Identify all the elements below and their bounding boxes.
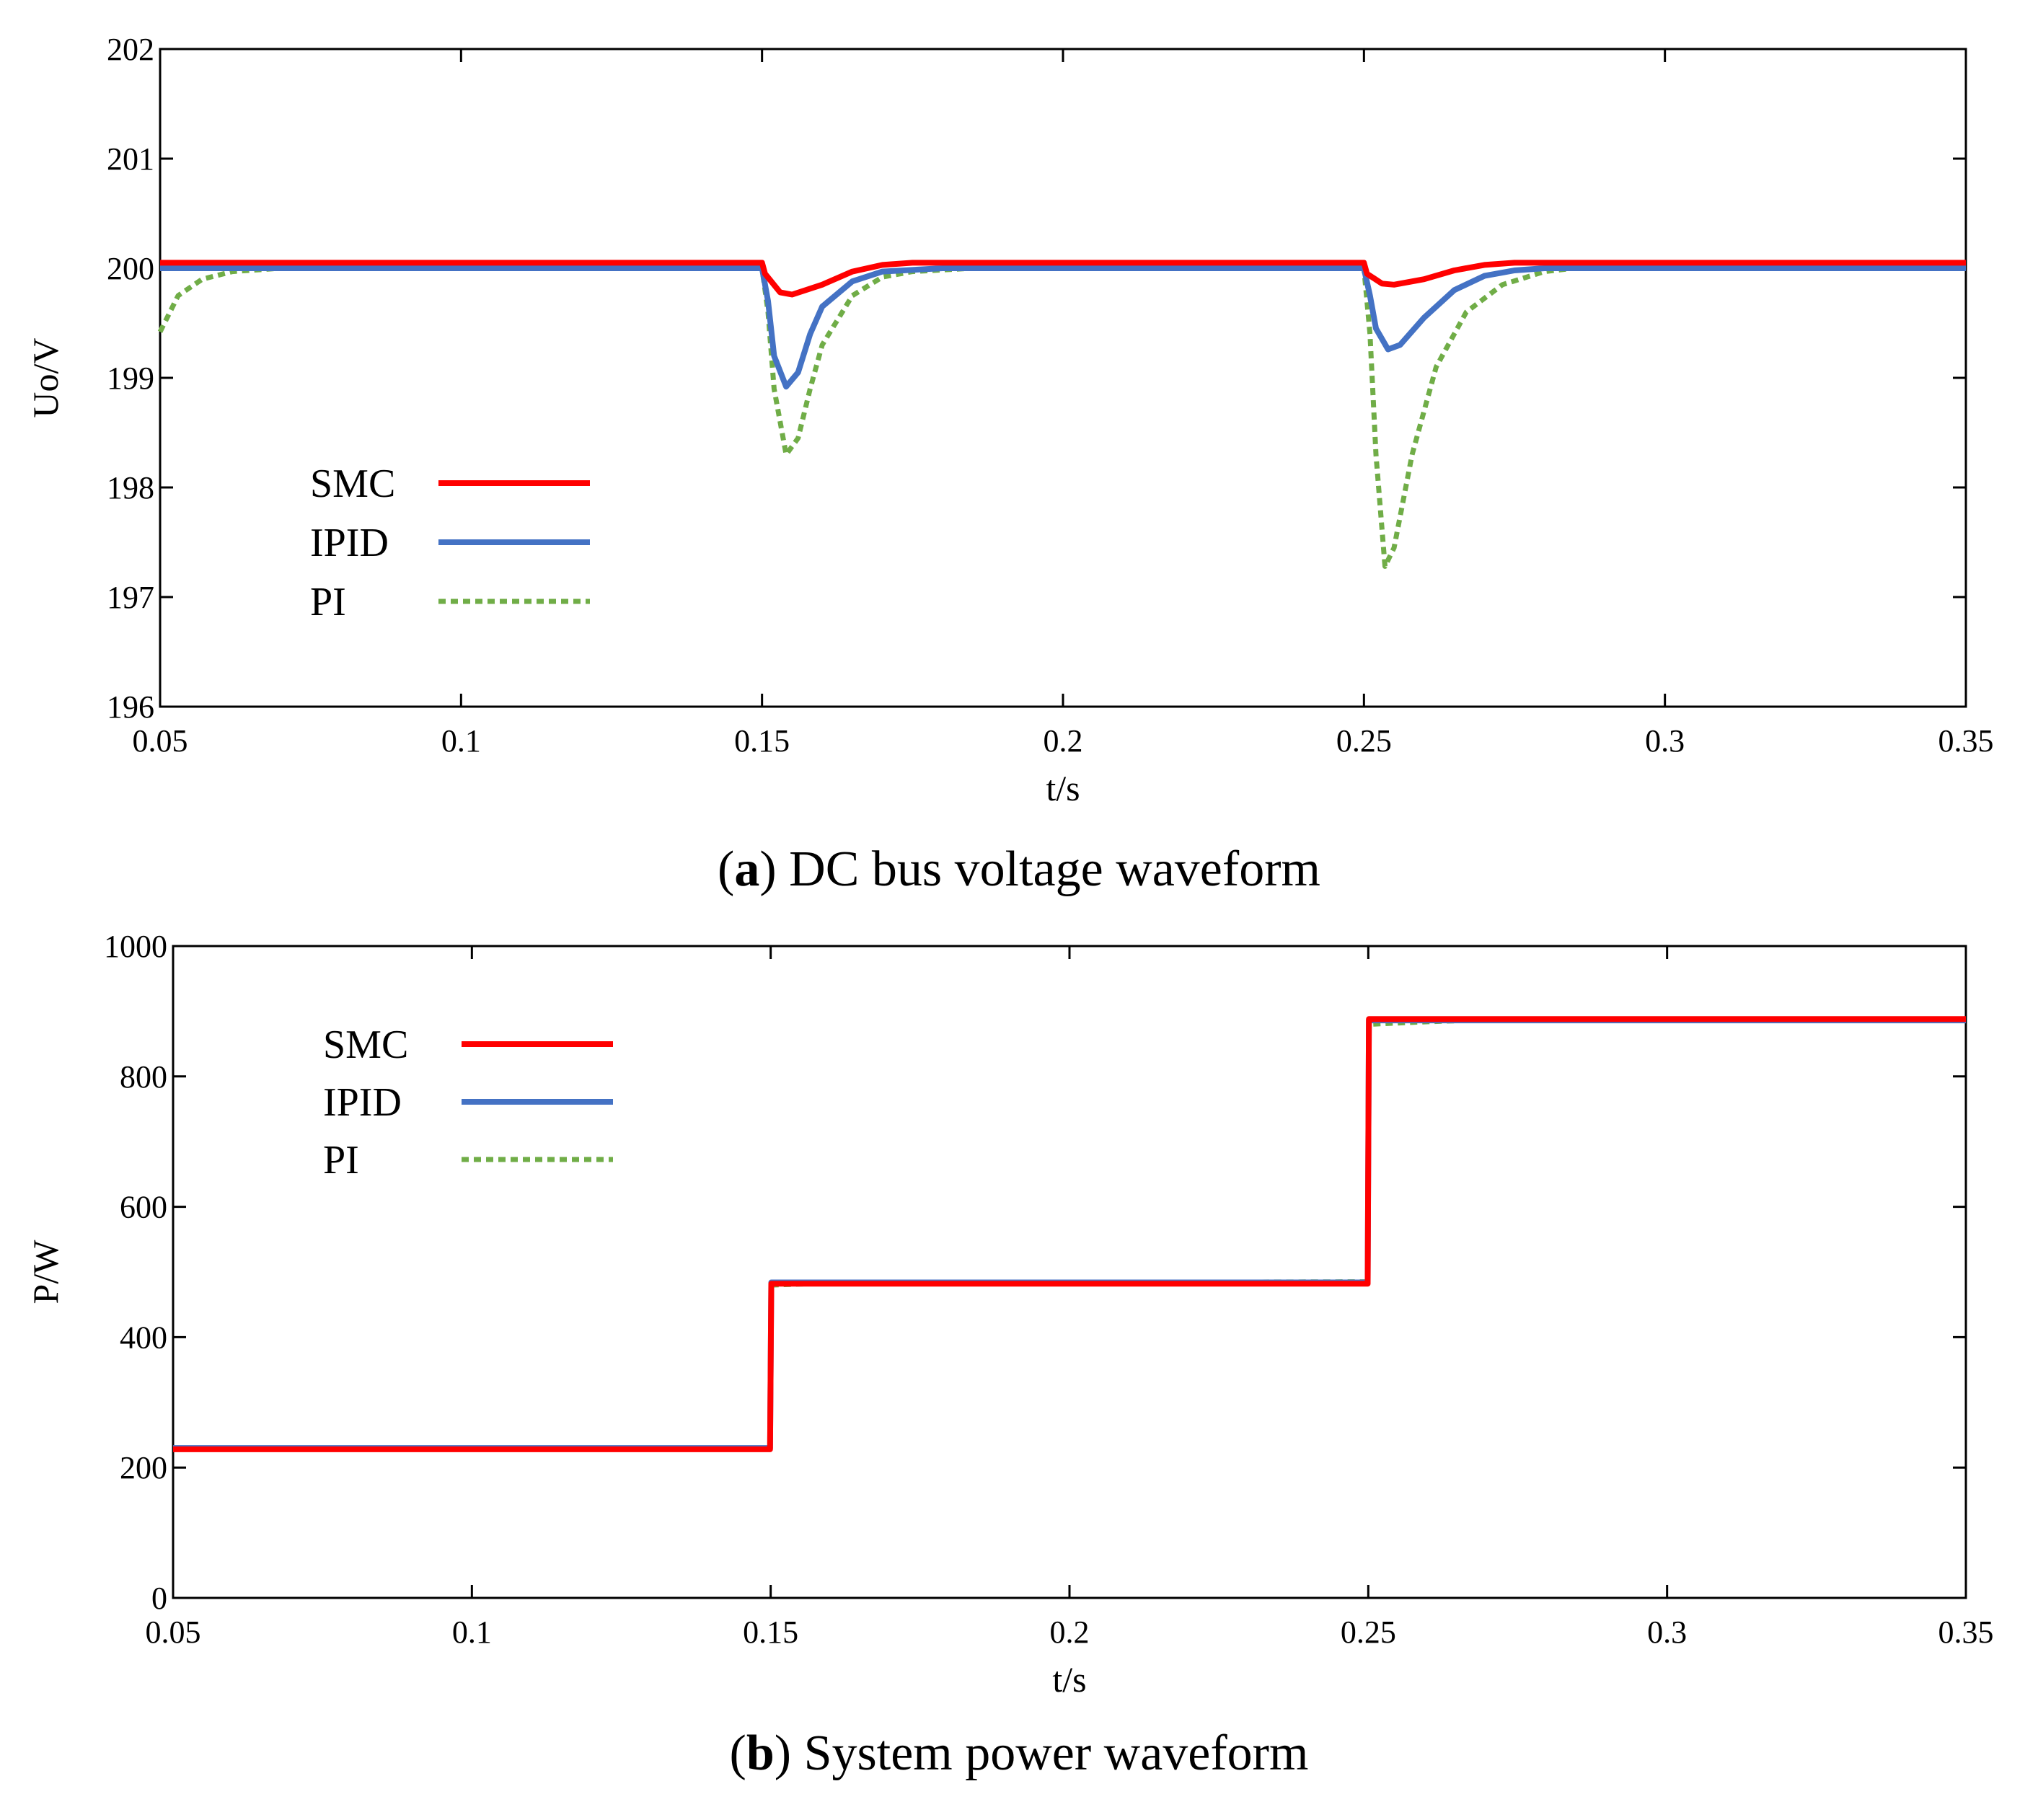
- x-axis-label: t/s: [1046, 768, 1080, 808]
- x-tick-label: 0.3: [1645, 723, 1685, 759]
- y-tick-label: 400: [120, 1320, 167, 1355]
- x-tick-label: 0.1: [452, 1614, 492, 1650]
- y-axis-label: Uo/V: [25, 337, 66, 418]
- x-tick-label: 0.2: [1044, 723, 1083, 759]
- y-tick-label: 1000: [104, 929, 167, 964]
- x-tick-label: 0.2: [1050, 1614, 1090, 1650]
- y-tick-label: 200: [120, 1450, 167, 1485]
- y-tick-label: 600: [120, 1190, 167, 1225]
- y-tick-label: 202: [107, 32, 154, 67]
- x-tick-label: 0.05: [146, 1614, 201, 1650]
- y-tick-label: 199: [107, 361, 154, 396]
- series-line-ipid: [173, 1017, 1966, 1452]
- x-tick-label: 0.05: [133, 723, 188, 759]
- y-tick-label: 196: [107, 689, 154, 725]
- legend-label-ipid: IPID: [323, 1080, 402, 1125]
- power-chart: 0.05 0.1 0.15 0.2 0.25 0.3 0.35 0 200 400 600 800 10…: [25, 929, 1994, 1700]
- series-line-smc: [173, 1016, 1966, 1452]
- x-tick-label: 0.3: [1647, 1614, 1687, 1650]
- caption-a: (a) DC bus voltage waveform: [718, 841, 1320, 897]
- x-tick-label: 0.35: [1938, 1614, 1994, 1650]
- y-tick-label: 201: [107, 141, 154, 177]
- y-axis-label: P/W: [25, 1240, 66, 1304]
- y-tick-label: 200: [107, 251, 154, 286]
- x-axis-label: t/s: [1052, 1659, 1086, 1700]
- x-tick-label: 0.25: [1336, 723, 1392, 759]
- legend-label-pi: PI: [310, 580, 346, 624]
- series-line-ipid: [160, 265, 1966, 390]
- legend-label-pi: PI: [323, 1138, 359, 1183]
- x-tick-label: 0.25: [1341, 1614, 1396, 1650]
- x-tick-label: 0.15: [743, 1614, 798, 1650]
- y-tick-label: 197: [107, 580, 154, 615]
- plot-frame: [172, 945, 1967, 1599]
- x-tick-label: 0.1: [441, 723, 481, 759]
- series-line-pi: [173, 1017, 1966, 1451]
- x-tick-label: 0.15: [734, 723, 790, 759]
- series-line-smc: [160, 260, 1966, 298]
- y-tick-label: 198: [107, 470, 154, 505]
- legend-label-smc: SMC: [323, 1022, 408, 1067]
- plot-frame: [159, 48, 1967, 708]
- legend-label-ipid: IPID: [310, 521, 389, 565]
- x-tick-label: 0.35: [1938, 723, 1994, 759]
- voltage-chart: 0.05 0.1 0.15 0.2 0.25 0.3 0.35 196 197 198 199 200…: [25, 32, 1994, 808]
- caption-b: (b) System power waveform: [730, 1726, 1309, 1781]
- series-line-pi: [157, 265, 1966, 569]
- y-tick-label: 0: [151, 1581, 167, 1616]
- legend-label-smc: SMC: [310, 461, 395, 506]
- y-tick-label: 800: [120, 1059, 167, 1095]
